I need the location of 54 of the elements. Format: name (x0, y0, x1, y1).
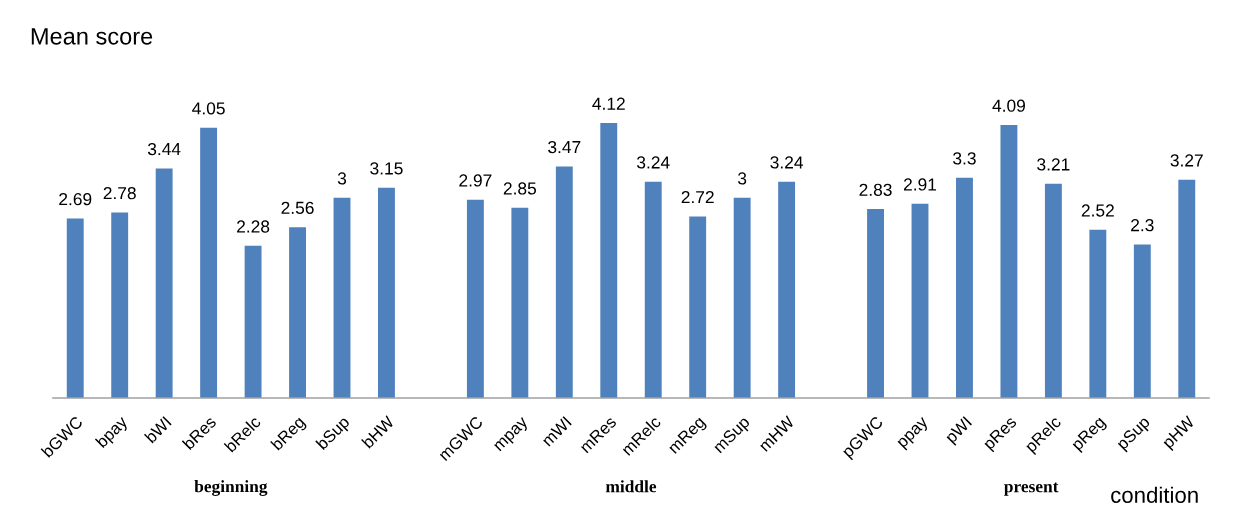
data-label: 3.24 (637, 156, 670, 169)
x-axis-title: condition (1111, 486, 1198, 503)
bar (111, 212, 129, 398)
data-label: 2.97 (459, 174, 492, 187)
data-label: 3 (337, 172, 347, 185)
text: middle (605, 480, 657, 493)
data-label: 3 (737, 172, 747, 185)
data-label: 2.56 (281, 201, 314, 214)
bar (378, 187, 395, 398)
bar (644, 181, 662, 398)
data-label: 2.83 (859, 183, 892, 196)
data-label: 3.47 (548, 140, 581, 154)
data-label: 2.69 (59, 193, 92, 206)
bar (555, 166, 573, 398)
bar (1133, 244, 1151, 398)
data-label: 3.24 (770, 156, 803, 169)
data-label: 3.15 (370, 162, 403, 175)
data-label: 2.52 (1081, 204, 1114, 217)
data-label: 4.09 (992, 99, 1025, 112)
bar (689, 216, 707, 398)
bar (1089, 229, 1107, 398)
bar (1000, 125, 1018, 398)
data-label: 2.28 (237, 220, 270, 233)
bar (66, 218, 84, 398)
bar (155, 168, 173, 398)
data-label: 2.72 (681, 191, 714, 204)
data-label: 2.78 (103, 186, 136, 200)
bar (333, 197, 351, 398)
bar (244, 245, 262, 398)
bar (956, 177, 973, 398)
text: beginning (194, 480, 268, 496)
data-label: 3.27 (1170, 154, 1203, 167)
bar (289, 227, 306, 398)
y-axis-title: Mean score (31, 28, 153, 45)
bar (867, 209, 884, 398)
text: present (1004, 482, 1059, 496)
bar (911, 203, 929, 398)
bar (733, 197, 751, 398)
data-label: 2.85 (503, 182, 537, 195)
data-label: 3.44 (147, 142, 181, 156)
data-label: 4.05 (192, 102, 225, 115)
data-label: 2.3 (1131, 219, 1154, 232)
data-label: 3.3 (953, 152, 976, 165)
bar (1044, 183, 1062, 398)
bar (511, 207, 529, 398)
data-label: 3.21 (1037, 158, 1070, 171)
data-label: 4.12 (592, 97, 625, 110)
bar (200, 127, 218, 398)
bar (600, 123, 618, 398)
x-tick-label: bWI (143, 415, 172, 444)
bar (466, 199, 484, 398)
bar (1178, 179, 1196, 398)
data-label: 2.91 (903, 178, 937, 191)
bar (778, 181, 796, 398)
